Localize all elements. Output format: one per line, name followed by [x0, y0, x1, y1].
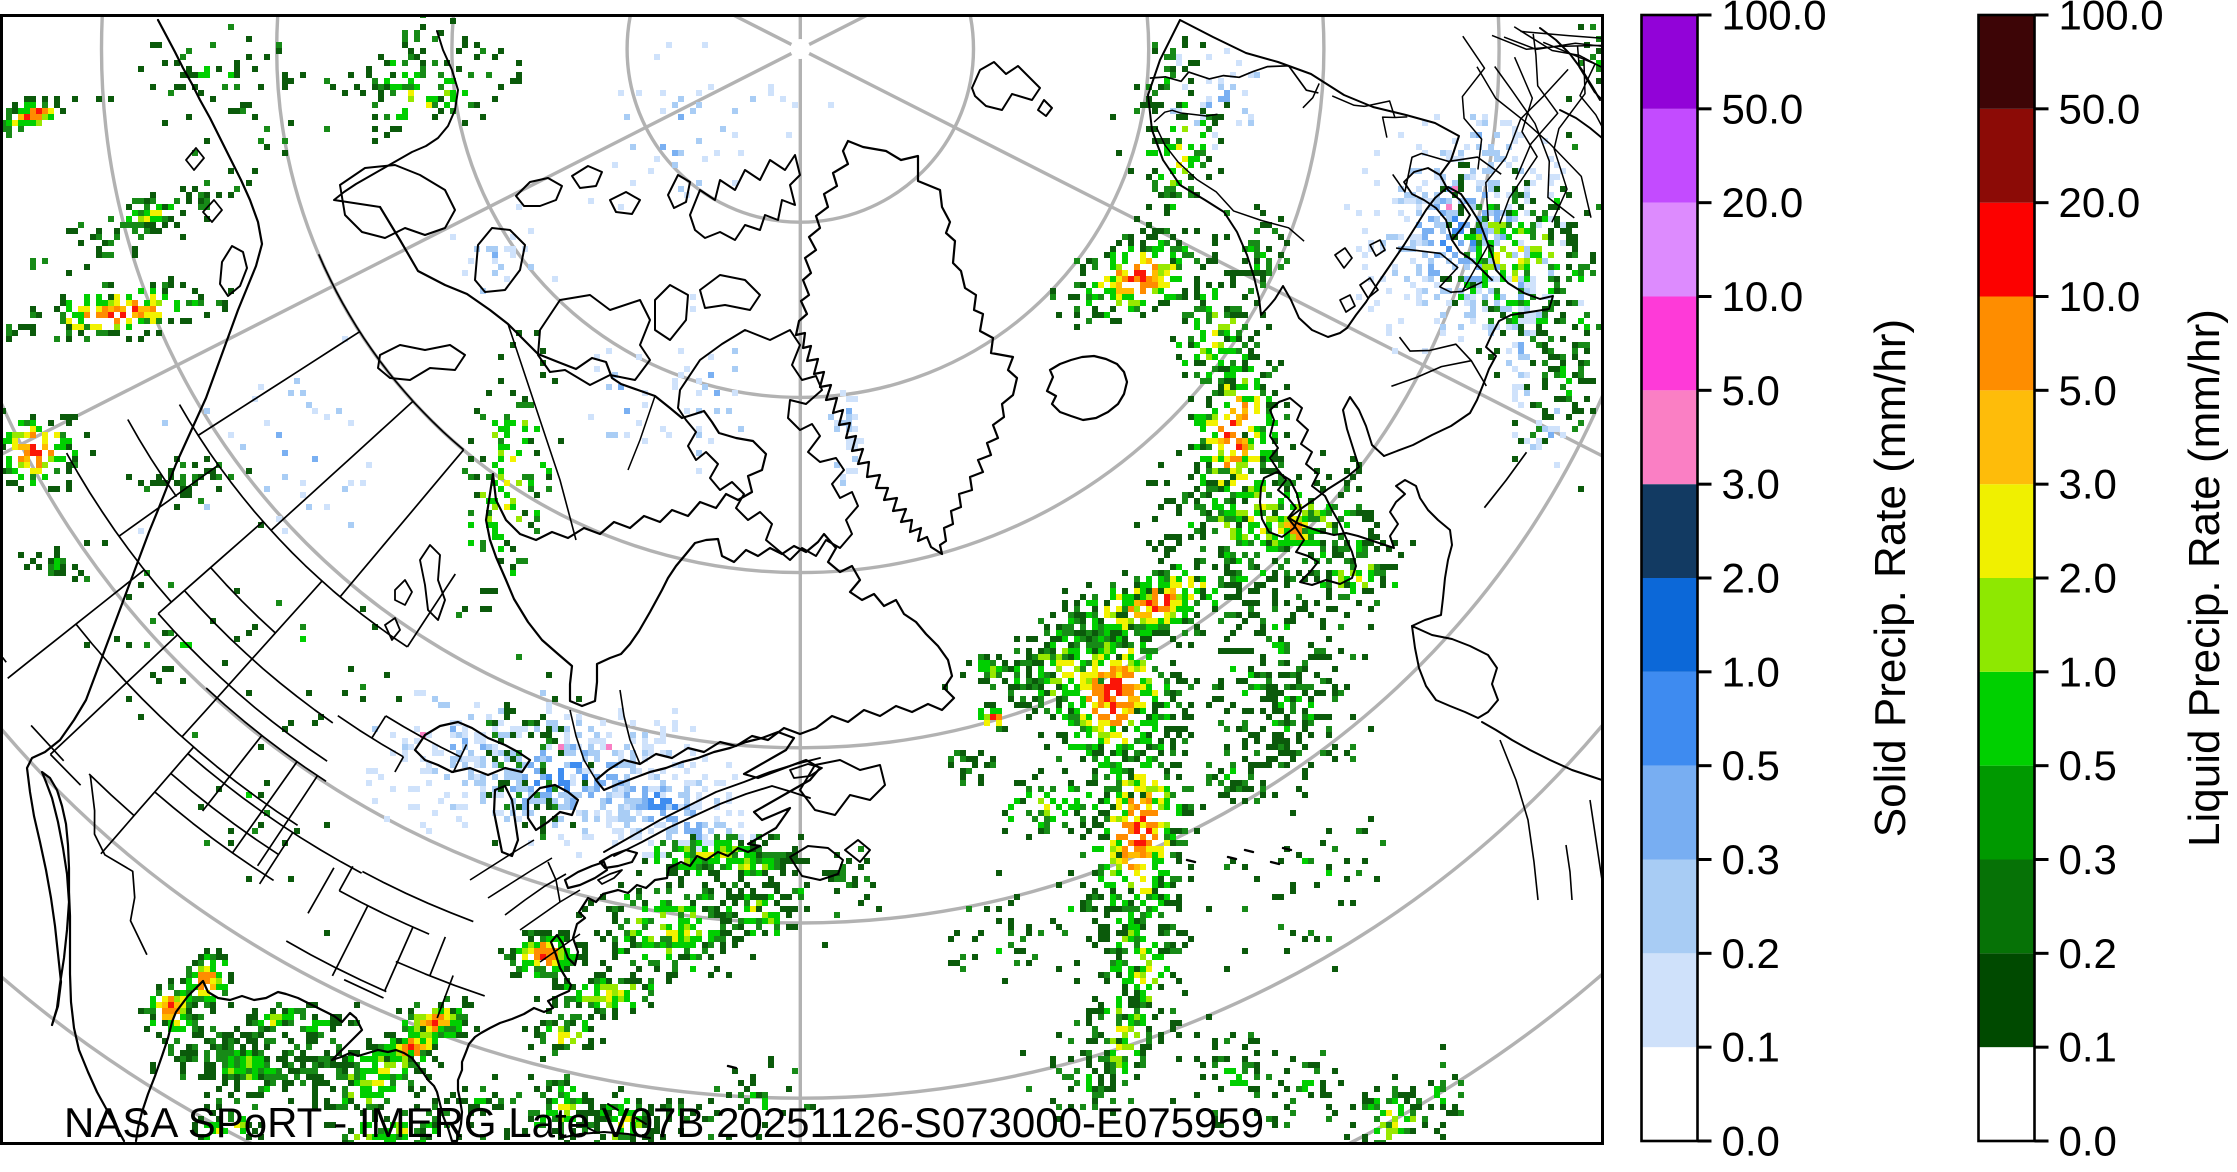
svg-text:2.0: 2.0: [1722, 555, 1780, 602]
svg-text:100.0: 100.0: [1722, 0, 1827, 39]
svg-text:0.3: 0.3: [1722, 836, 1780, 883]
svg-text:0.2: 0.2: [1722, 930, 1780, 977]
svg-text:3.0: 3.0: [2059, 461, 2117, 508]
svg-text:10.0: 10.0: [1722, 273, 1804, 320]
svg-text:0.0: 0.0: [1722, 1118, 1780, 1165]
svg-text:100.0: 100.0: [2059, 0, 2164, 39]
svg-text:5.0: 5.0: [1722, 367, 1780, 414]
svg-text:1.0: 1.0: [2059, 648, 2117, 695]
svg-text:5.0: 5.0: [2059, 367, 2117, 414]
svg-text:0.0: 0.0: [2059, 1118, 2117, 1165]
svg-text:0.5: 0.5: [2059, 742, 2117, 789]
svg-text:0.5: 0.5: [1722, 742, 1780, 789]
svg-text:50.0: 50.0: [2059, 85, 2141, 132]
svg-text:1.0: 1.0: [1722, 648, 1780, 695]
svg-text:0.3: 0.3: [2059, 836, 2117, 883]
svg-text:50.0: 50.0: [1722, 85, 1804, 132]
svg-text:Solid Precip. Rate (mm/hr): Solid Precip. Rate (mm/hr): [1866, 319, 1915, 837]
svg-text:3.0: 3.0: [1722, 461, 1780, 508]
svg-text:Liquid Precip. Rate (mm/hr): Liquid Precip. Rate (mm/hr): [2180, 309, 2229, 847]
svg-text:0.2: 0.2: [2059, 930, 2117, 977]
svg-text:0.1: 0.1: [2059, 1024, 2117, 1071]
svg-text:NASA SPoRT - IMERG Late V07B 2: NASA SPoRT - IMERG Late V07B 20251126-S0…: [64, 1099, 1264, 1146]
svg-text:20.0: 20.0: [1722, 179, 1804, 226]
svg-text:10.0: 10.0: [2059, 273, 2141, 320]
svg-text:2.0: 2.0: [2059, 555, 2117, 602]
svg-text:20.0: 20.0: [2059, 179, 2141, 226]
svg-text:0.1: 0.1: [1722, 1024, 1780, 1071]
